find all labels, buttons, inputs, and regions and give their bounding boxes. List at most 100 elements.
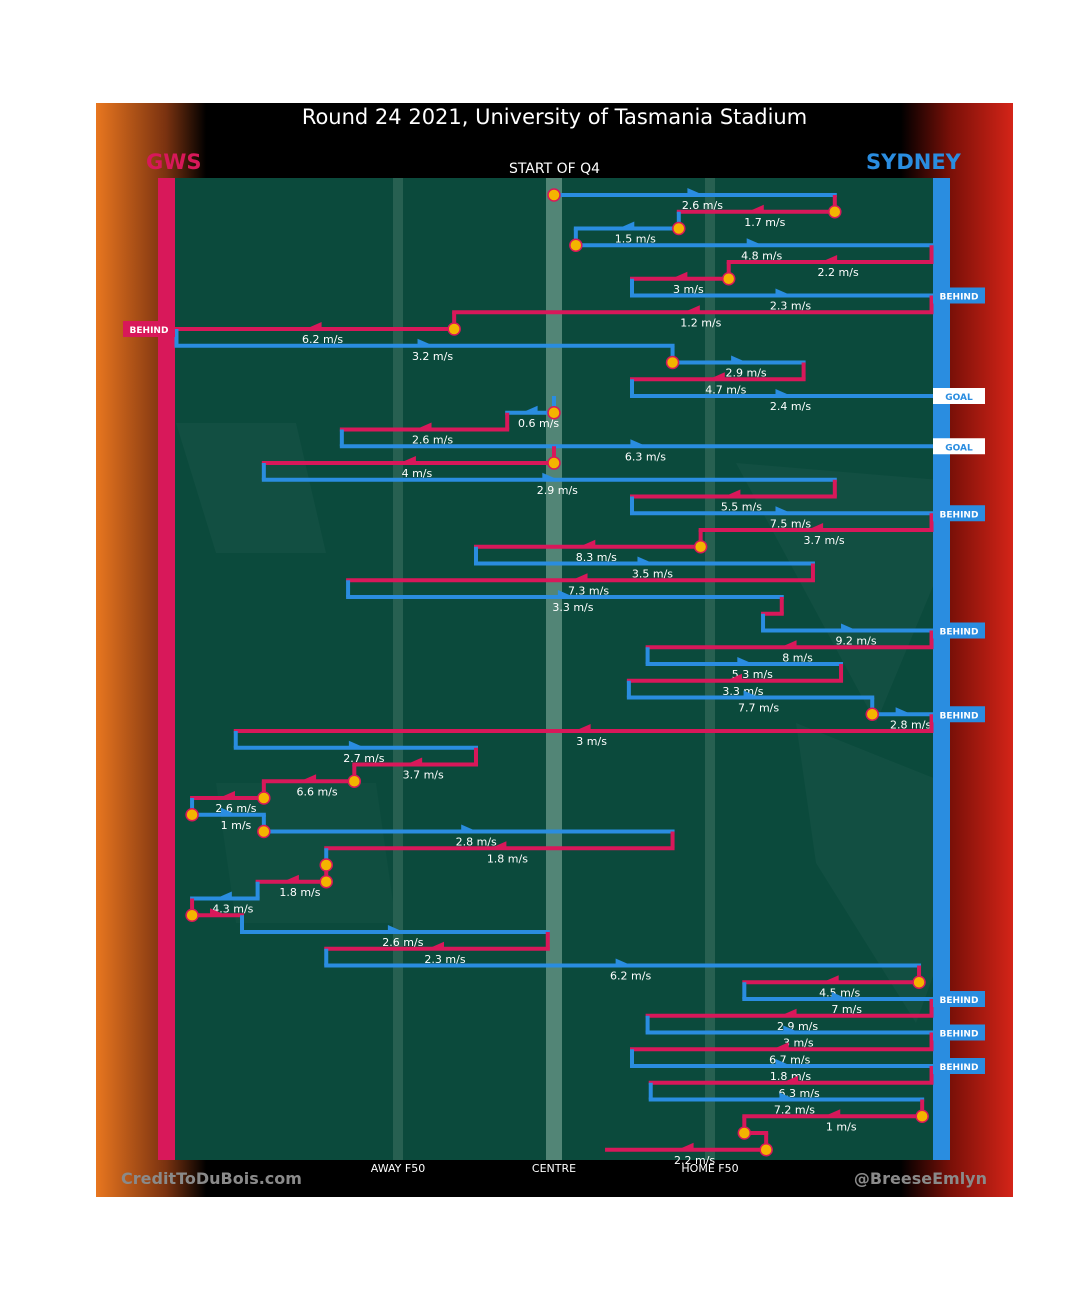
svg-text:BEHIND: BEHIND: [130, 326, 169, 336]
direction-arrow: [780, 640, 797, 648]
stoppage-marker: [672, 221, 686, 236]
direction-arrow: [731, 355, 748, 363]
direction-arrow: [574, 724, 591, 731]
speed-label: 2.2 m/s: [674, 1154, 715, 1167]
svg-text:BEHIND: BEHIND: [940, 628, 979, 638]
svg-text:BEHIND: BEHIND: [940, 510, 979, 520]
speed-label: 7.5 m/s: [770, 517, 811, 530]
kick-chain-chart: 2.6 m/s 1.7 m/s 1.5 m/s 4.8 m/s 2.2 m/s 3 m/s…: [123, 178, 985, 1167]
result-badge-behind: BEHIND: [933, 1024, 985, 1041]
speed-label: 1.8 m/s: [770, 1070, 811, 1083]
speed-label: 1 m/s: [826, 1120, 857, 1133]
speed-label: 3.7 m/s: [403, 769, 444, 782]
direction-arrow: [775, 288, 792, 296]
credit-right: @BreeseEmlyn: [853, 1169, 987, 1188]
direction-arrow: [461, 824, 478, 832]
svg-text:BEHIND: BEHIND: [940, 1030, 979, 1040]
chain-17: 2.9 m/s: [261, 463, 837, 497]
speed-label: 7.7 m/s: [738, 702, 779, 715]
direction-arrow: [210, 908, 227, 916]
direction-arrow: [779, 1092, 796, 1100]
result-badge-behind: BEHIND: [933, 1058, 985, 1074]
stoppage-marker: [665, 355, 680, 370]
stoppage-marker: [759, 1143, 773, 1157]
direction-arrow: [780, 1008, 797, 1016]
chain-18: 5.5 m/s: [630, 479, 837, 514]
chain-26: 9.2 m/s: [761, 613, 935, 648]
x-tick-home-f50: HOME F50: [681, 1162, 739, 1175]
zone-band-2: [705, 178, 715, 1160]
direction-arrow: [220, 807, 237, 815]
direction-arrow: [490, 841, 507, 849]
speed-label: 2.9 m/s: [537, 484, 578, 497]
direction-arrow: [807, 523, 824, 530]
speed-label: 3 m/s: [673, 283, 704, 296]
stoppage-marker: [912, 975, 926, 989]
speed-label: 1.7 m/s: [744, 216, 785, 229]
chain-20: 3.7 m/s: [698, 513, 934, 547]
chain-27: 8 m/s: [645, 630, 934, 664]
chain-45: 2.3 m/s: [324, 932, 550, 966]
svg-text:BEHIND: BEHIND: [940, 293, 979, 303]
result-badge-behind: BEHIND: [933, 505, 985, 522]
stoppage-marker: [547, 406, 561, 420]
kick-chain-lines: 2.6 m/s 1.7 m/s 1.5 m/s 4.8 m/s 2.2 m/s 3 m/s…: [173, 188, 935, 1167]
x-tick-away-f50: AWAY F50: [370, 1162, 426, 1175]
direction-arrow: [743, 690, 760, 698]
svg-text:BEHIND: BEHIND: [940, 711, 979, 721]
speed-label: 7.3 m/s: [568, 584, 609, 597]
chain-29: 3.3 m/s: [626, 664, 844, 698]
direction-arrow: [775, 1059, 792, 1066]
stoppage-marker: [185, 908, 199, 922]
result-badge-behind: BEHIND: [933, 622, 985, 639]
direction-arrow: [677, 1142, 694, 1150]
direction-arrow: [428, 941, 444, 949]
chart-title: Round 24 2021, University of Tasmania St…: [301, 105, 808, 129]
chain-42: 4.3 m/s: [190, 881, 260, 916]
stoppage-marker: [257, 791, 271, 805]
speed-label: 2.7 m/s: [343, 752, 384, 765]
chain-6: 2.3 m/s: [630, 278, 935, 313]
stoppage-marker: [547, 188, 561, 202]
stoppage-marker: [185, 808, 199, 822]
direction-arrow: [215, 891, 232, 899]
chain-47: 4.5 m/s: [742, 965, 922, 999]
result-badge-goal: GOAL: [933, 438, 985, 455]
direction-arrow: [841, 623, 858, 631]
svg-text:BEHIND: BEHIND: [940, 996, 979, 1006]
chart-subtitle: START OF Q4: [508, 161, 601, 177]
direction-arrow: [218, 791, 235, 798]
direction-arrow: [775, 389, 792, 396]
result-badge-behind: BEHIND: [933, 706, 985, 723]
speed-label: 9.2 m/s: [835, 635, 876, 648]
chain-2: 1.5 m/s: [573, 211, 681, 246]
direction-arrow: [630, 439, 647, 447]
speed-label: 2.6 m/s: [412, 434, 453, 447]
direction-arrow: [831, 992, 848, 999]
speed-label: 3.7 m/s: [804, 534, 845, 547]
speed-label: 2.6 m/s: [682, 199, 723, 212]
result-badge-goal: GOAL: [933, 388, 985, 404]
chain-12: 2.4 m/s: [630, 379, 935, 413]
stoppage-marker: [865, 707, 879, 721]
stoppage-marker: [569, 238, 583, 252]
legend-sydney: SYDNEY: [866, 150, 961, 174]
speed-label: 7 m/s: [831, 1003, 862, 1016]
stoppage-marker: [693, 540, 708, 554]
chain-49: 2.9 m/s: [645, 999, 934, 1033]
chain-32: 3 m/s: [233, 714, 934, 748]
chain-22: 3.5 m/s: [474, 546, 815, 581]
speed-label: 2.3 m/s: [770, 300, 811, 313]
direction-arrow: [305, 322, 322, 329]
direction-arrow: [348, 740, 365, 748]
direction-arrow: [399, 456, 416, 463]
direction-arrow: [542, 472, 559, 480]
result-badge-behind: BEHIND: [933, 287, 985, 304]
direction-arrow: [406, 757, 423, 765]
field-zone-bands: [393, 178, 715, 1160]
speed-label: 6.6 m/s: [297, 785, 338, 798]
direction-arrow: [615, 958, 632, 966]
direction-arrow: [637, 556, 654, 564]
chain-55: 1 m/s: [742, 1099, 925, 1133]
chain-46: 6.2 m/s: [324, 948, 922, 983]
